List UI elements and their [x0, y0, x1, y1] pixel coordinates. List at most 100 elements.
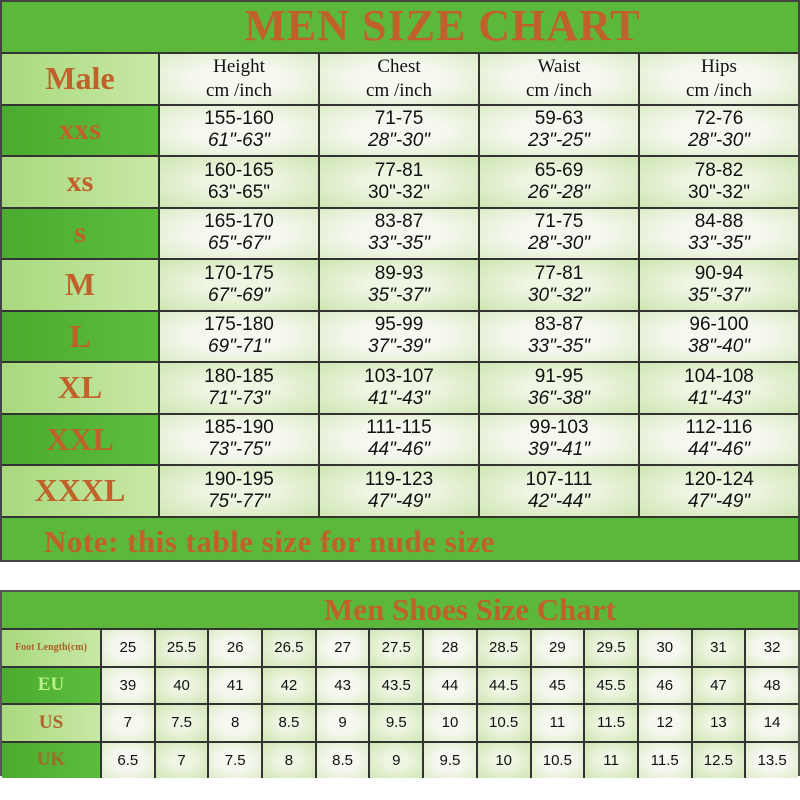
- shoe-cell: 48: [746, 667, 798, 703]
- size-cell: 104-108 41"-43": [640, 363, 798, 413]
- size-row: XXXL 190-195 75"-77" 119-123 47"-49" 107-111 4…: [2, 464, 798, 516]
- inch-value: 23"-25": [527, 130, 591, 152]
- inch-value: 65"-67": [207, 233, 271, 255]
- men-shoes-size-chart: Men Shoes Size Chart Foot Length(cm) 25 25…: [0, 590, 800, 778]
- size-cell: 112-116 44"-46": [640, 414, 798, 464]
- cm-value: 119-123: [364, 468, 434, 490]
- shoe-cell: 32: [746, 630, 798, 666]
- cm-value: 71-75: [534, 211, 584, 233]
- inch-value: 35"-37": [367, 284, 431, 306]
- column-name: Height: [213, 55, 265, 77]
- size-cell: 95-99 37"-39": [320, 311, 480, 361]
- shoe-cell: 10.5: [531, 742, 586, 778]
- shoe-row-label: Foot Length(cm): [2, 630, 102, 666]
- size-row: L 175-180 69"-71" 95-99 37"-39" 83-87 33"-35" 9…: [2, 309, 798, 361]
- size-cell: 83-87 33"-35": [480, 311, 640, 361]
- size-label: M: [2, 260, 160, 310]
- shoe-cell: 8.5: [316, 742, 371, 778]
- inch-value: 28"-30": [367, 130, 431, 152]
- cm-value: 84-88: [694, 211, 744, 233]
- size-cell: 107-111 42"-44": [480, 466, 640, 516]
- size-cell: 84-88 33"-35": [640, 208, 798, 258]
- size-cell: 119-123 47"-49": [320, 466, 480, 516]
- size-cell: 77-81 30"-32": [320, 157, 480, 207]
- inch-value: 47"-49": [367, 490, 431, 512]
- size-cell: 77-81 30"-32": [480, 260, 640, 310]
- shoe-cell: 7: [102, 705, 156, 741]
- cm-value: 89-93: [374, 262, 424, 284]
- cm-value: 111-115: [366, 417, 432, 439]
- shoe-row: UK 6.5 7 7.5 8 8.5 9 9.5 10 10.5 11 11.5 12.5 13.5: [2, 740, 798, 778]
- column-unit: cm /inch: [206, 79, 272, 101]
- shoe-row-label: UK: [2, 742, 102, 778]
- size-cell: 165-170 65"-67": [160, 208, 320, 258]
- cm-value: 185-190: [204, 417, 274, 439]
- shoe-cell: 45: [531, 667, 586, 703]
- shoe-row: Foot Length(cm) 25 25.5 26 26.5 27 27.5 28 28.5 2…: [2, 628, 798, 666]
- shoe-cell: 39: [102, 667, 156, 703]
- shoe-cell: 13.5: [746, 742, 798, 778]
- cm-value: 175-180: [204, 314, 274, 336]
- size-label: L: [2, 311, 160, 361]
- shoe-cell: 25: [102, 630, 156, 666]
- size-cell: 185-190 73"-75": [160, 414, 320, 464]
- inch-value: 30"-32": [367, 181, 431, 203]
- shoe-cell: 43.5: [370, 667, 425, 703]
- shoe-cell: 29: [531, 630, 586, 666]
- shoe-cell: 11.5: [638, 742, 693, 778]
- corner-label: Male: [2, 54, 160, 104]
- cm-value: 165-170: [204, 211, 274, 233]
- inch-value: 42"-44": [527, 490, 591, 512]
- note: Note: this table size for nude size: [2, 515, 798, 564]
- cm-value: 107-111: [525, 468, 593, 490]
- inch-value: 63"-65": [207, 181, 271, 203]
- inch-value: 36"-38": [527, 387, 591, 409]
- cm-value: 77-81: [534, 262, 584, 284]
- size-cell: 72-76 28"-30": [640, 105, 798, 155]
- shoe-cell: 47: [692, 667, 747, 703]
- shoe-cell: 28: [424, 630, 478, 666]
- shoe-cell: 11: [531, 705, 586, 741]
- shoe-cell: 41: [209, 667, 264, 703]
- inch-value: 33"-35": [687, 233, 751, 255]
- shoe-cell: 30: [638, 630, 693, 666]
- shoe-row: EU 39 40 41 42 43 43.5 44 44.5 45 45.5 46 47 48: [2, 665, 798, 703]
- cm-value: 155-160: [204, 108, 274, 130]
- header-row: Male Height cm /inch Chest cm /inch Waist cm …: [2, 52, 798, 104]
- cm-value: 72-76: [694, 108, 744, 130]
- size-cell: 170-175 67"-69": [160, 260, 320, 310]
- shoe-cell: 9: [370, 742, 425, 778]
- column-header: Hips cm /inch: [640, 54, 798, 104]
- inch-value: 30"-32": [527, 284, 591, 306]
- shoe-cell: 14: [746, 705, 798, 741]
- cm-value: 65-69: [534, 159, 584, 181]
- cm-value: 170-175: [204, 262, 274, 284]
- shoe-row: US 7 7.5 8 8.5 9 9.5 10 10.5 11 11.5 12 13 14: [2, 703, 798, 741]
- size-cell: 180-185 71"-73": [160, 363, 320, 413]
- size-cell: 120-124 47"-49": [640, 466, 798, 516]
- shoe-cell: 43: [316, 667, 371, 703]
- inch-value: 41"-43": [367, 387, 431, 409]
- size-cell: 71-75 28"-30": [480, 208, 640, 258]
- shoe-cell: 40: [155, 667, 210, 703]
- inch-value: 75"-77": [207, 490, 271, 512]
- size-cell: 83-87 33"-35": [320, 208, 480, 258]
- column-name: Waist: [537, 55, 581, 77]
- shoe-cell: 7.5: [155, 705, 210, 741]
- size-row: xxs 155-160 61"-63" 71-75 28"-30" 59-63 23"-25…: [2, 103, 798, 155]
- column-name: Hips: [701, 55, 737, 77]
- shoe-cell: 28.5: [477, 630, 532, 666]
- cm-value: 160-165: [204, 159, 274, 181]
- shoe-cell: 26.5: [263, 630, 317, 666]
- column-header: Chest cm /inch: [320, 54, 480, 104]
- size-label: xxs: [2, 105, 160, 155]
- inch-value: 37"-39": [367, 336, 431, 358]
- shoe-cell: 42: [263, 667, 317, 703]
- shoe-cell: 9.5: [424, 742, 478, 778]
- cm-value: 90-94: [694, 262, 744, 284]
- cm-value: 83-87: [534, 314, 584, 336]
- size-row: XXL 185-190 73"-75" 111-115 44"-46" 99-103 39"…: [2, 412, 798, 464]
- size-row: M 170-175 67"-69" 89-93 35"-37" 77-81 30"-32" 9…: [2, 258, 798, 310]
- inch-value: 28"-30": [687, 130, 751, 152]
- men-size-chart: MEN SIZE CHART Male Height cm /inch Chest c…: [0, 0, 800, 562]
